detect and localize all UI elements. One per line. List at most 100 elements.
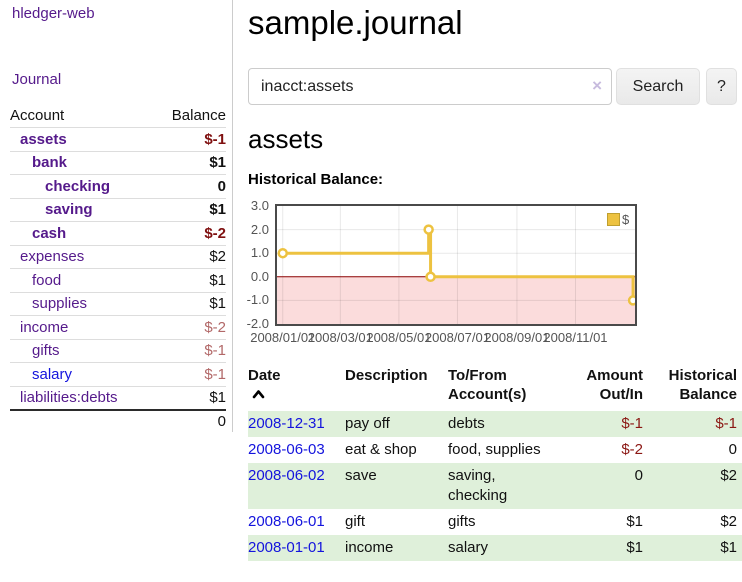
account-balance: $1 [209, 295, 226, 313]
account-row: saving $1 [10, 197, 226, 222]
chart-legend: $ [607, 212, 629, 227]
date-link[interactable]: 2008-12-31 [248, 415, 325, 432]
amount-cell: $-1 [621, 415, 643, 432]
date-link[interactable]: 2008-01-01 [248, 539, 325, 556]
balance-cell: $2 [720, 513, 737, 530]
register-table: Date Description To/From Account(s) Amoun… [248, 363, 742, 561]
account-balance: $-2 [204, 224, 226, 242]
transaction-row: 2008-06-03 eat & shop food, supplies $-2… [248, 437, 742, 463]
account-heading: assets [248, 124, 324, 154]
account-link-supplies[interactable]: supplies [32, 295, 88, 313]
y-axis-label: 2.0 [250, 221, 269, 237]
brand-link[interactable]: hledger-web [12, 5, 95, 22]
page-title: sample.journal [248, 4, 463, 41]
accounts-total-row: 0 [10, 409, 226, 433]
tofrom-column-header: To/From Account(s) [448, 367, 527, 403]
balance-column-header: Balance [171, 106, 226, 124]
transaction-row: 2008-06-01 gift gifts $1 $2 [248, 509, 742, 535]
description-column-header: Description [345, 367, 428, 384]
account-balance: $1 [209, 201, 226, 219]
chart-plot-area [275, 204, 637, 326]
account-row: liabilities:debts $1 [10, 385, 226, 410]
date-link[interactable]: 2008-06-01 [248, 513, 325, 530]
accounts-cell: saving, checking [448, 467, 508, 504]
y-axis-label: -1.0 [246, 292, 269, 308]
description-cell: gift [345, 513, 366, 530]
description-cell: eat & shop [345, 441, 417, 458]
register-header-row: Date Description To/From Account(s) Amoun… [248, 363, 742, 411]
amount-column-header: Amount Out/In [586, 367, 643, 403]
accounts-cell: salary [448, 539, 489, 556]
date-cell: 2008-01-01 [248, 535, 345, 561]
amount-cell: $1 [626, 539, 643, 556]
x-axis-label: 2008/01/01 [250, 330, 316, 345]
chart-title: Historical Balance: [248, 171, 384, 188]
date-cell: 2008-06-01 [248, 509, 345, 535]
balance-cell: $1 [720, 539, 737, 556]
y-axis-label: -2.0 [246, 316, 269, 331]
description-cell: income [345, 539, 394, 556]
date-cell: 2008-06-03 [248, 437, 345, 463]
balance-chart: 3.0 2.0 1.0 0.0 -1.0 -2.0 $ 2008/01/01 2… [247, 198, 637, 354]
account-link-food[interactable]: food [32, 271, 62, 289]
accounts-table-header: Account Balance [10, 103, 226, 127]
account-row: food $1 [10, 268, 226, 292]
search-button[interactable]: Search [616, 68, 700, 105]
sidebar-divider [232, 0, 233, 432]
account-balance: 0 [217, 177, 226, 195]
account-link-saving[interactable]: saving [45, 201, 93, 219]
date-cell: 2008-12-31 [248, 411, 345, 437]
account-link-liabilities-debts[interactable]: liabilities:debts [20, 389, 118, 407]
account-row: supplies $1 [10, 291, 226, 316]
chart-canvas [277, 206, 635, 324]
search-input[interactable] [248, 68, 612, 105]
legend-swatch [607, 213, 620, 226]
account-balance: $-1 [204, 342, 226, 360]
balance-column-header: Historical Balance [668, 367, 737, 403]
description-cell: save [345, 467, 377, 484]
account-balance: $1 [209, 271, 226, 289]
accounts-total-value: 0 [217, 413, 226, 431]
amount-cell: $1 [626, 513, 643, 530]
balance-cell: $-1 [715, 415, 737, 432]
y-axis-label: 1.0 [250, 245, 269, 261]
account-balance: $1 [209, 154, 226, 172]
account-link-gifts[interactable]: gifts [32, 342, 60, 360]
transaction-row: 2008-01-01 income salary $1 $1 [248, 535, 742, 561]
account-link-assets[interactable]: assets [20, 130, 67, 148]
account-balance: $1 [209, 389, 226, 407]
account-row: gifts $-1 [10, 338, 226, 363]
account-row: cash $-2 [10, 221, 226, 245]
account-row: salary $-1 [10, 362, 226, 386]
search-form: × [248, 68, 612, 105]
account-link-cash[interactable]: cash [32, 224, 67, 242]
account-link-salary[interactable]: salary [32, 365, 73, 383]
account-link-expenses[interactable]: expenses [20, 248, 85, 266]
description-cell: pay off [345, 415, 390, 432]
date-link[interactable]: 2008-06-02 [248, 467, 325, 484]
date-column-header[interactable]: Date [248, 363, 345, 407]
account-balance: $-1 [204, 130, 226, 148]
account-row: expenses $2 [10, 244, 226, 269]
account-link-bank[interactable]: bank [32, 154, 68, 172]
amount-cell: $-2 [621, 441, 643, 458]
account-column-header: Account [10, 106, 65, 124]
account-link-income[interactable]: income [20, 318, 69, 336]
x-axis-label: 2008/07/01 [424, 330, 490, 345]
accounts-cell: gifts [448, 513, 476, 530]
date-link[interactable]: 2008-06-03 [248, 441, 325, 458]
journal-link[interactable]: Journal [12, 71, 62, 88]
y-axis-label: 0.0 [250, 268, 269, 284]
x-axis-label: 2008/11/01 [543, 330, 608, 345]
clear-search-icon[interactable]: × [592, 76, 602, 95]
x-axis-label: 2008/03/01 [307, 330, 373, 345]
account-link-checking[interactable]: checking [45, 177, 111, 195]
legend-label: $ [622, 212, 630, 227]
account-row: assets $-1 [10, 127, 226, 151]
account-row: checking 0 [10, 174, 226, 198]
y-axis-label: 3.0 [250, 198, 269, 213]
x-axis-label: 2008/05/01 [366, 330, 432, 345]
balance-cell: 0 [728, 441, 737, 458]
help-button[interactable]: ? [706, 68, 737, 105]
